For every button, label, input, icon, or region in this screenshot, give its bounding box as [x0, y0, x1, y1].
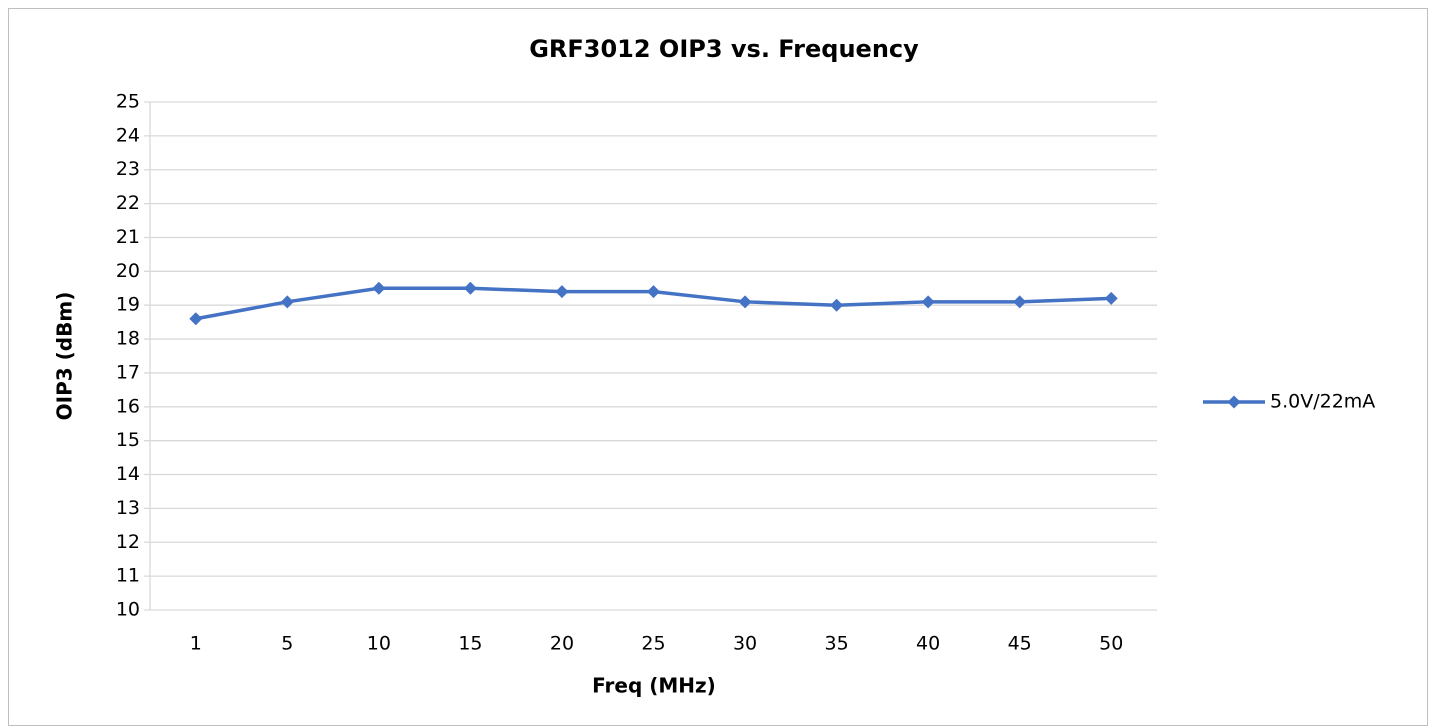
x-tick-label: 30 — [733, 633, 757, 655]
y-tick-label: 11 — [116, 565, 140, 587]
y-tick-label: 20 — [116, 260, 140, 282]
legend-label: 5.0V/22mA — [1270, 391, 1375, 413]
x-tick-label: 50 — [1099, 633, 1123, 655]
y-tick-label: 17 — [116, 361, 140, 383]
y-tick-label: 25 — [116, 91, 140, 113]
y-tick-label: 24 — [116, 124, 140, 146]
x-tick-label: 10 — [367, 633, 391, 655]
y-tick-label: 23 — [116, 158, 140, 180]
data-point — [189, 312, 203, 326]
data-point — [921, 295, 935, 309]
data-point — [1104, 291, 1118, 305]
data-point — [647, 285, 660, 299]
chart-title: GRF3012 OIP3 vs. Frequency — [529, 35, 919, 63]
y-tick-label: 14 — [116, 463, 140, 485]
x-tick-label: 35 — [824, 633, 848, 655]
y-tick-label: 15 — [116, 429, 140, 451]
data-point — [1013, 295, 1027, 309]
chart-frame — [8, 8, 1428, 726]
x-tick-label: 15 — [458, 633, 482, 655]
y-tick-label: 10 — [116, 599, 140, 621]
y-tick-label: 18 — [116, 328, 140, 350]
x-tick-label: 1 — [190, 633, 202, 655]
y-axis-label: OIP3 (dBm) — [53, 292, 77, 421]
data-point — [372, 281, 386, 295]
x-tick-label: 20 — [550, 633, 574, 655]
y-tick-label: 16 — [116, 395, 140, 417]
y-tick-label: 21 — [116, 226, 140, 248]
y-tick-label: 13 — [116, 497, 140, 519]
y-tick-label: 19 — [116, 294, 140, 316]
data-point — [463, 281, 477, 295]
x-tick-label: 45 — [1008, 633, 1032, 655]
data-point — [738, 295, 752, 309]
y-tick-label: 12 — [116, 531, 140, 553]
legend-marker — [1227, 395, 1241, 409]
x-axis-label: Freq (MHz) — [592, 674, 716, 698]
data-point — [280, 295, 294, 309]
data-point — [830, 298, 844, 312]
y-tick-label: 22 — [116, 192, 140, 214]
x-tick-label: 25 — [641, 633, 665, 655]
data-point — [555, 285, 569, 299]
x-tick-label: 40 — [916, 633, 940, 655]
x-tick-label: 5 — [281, 633, 293, 655]
